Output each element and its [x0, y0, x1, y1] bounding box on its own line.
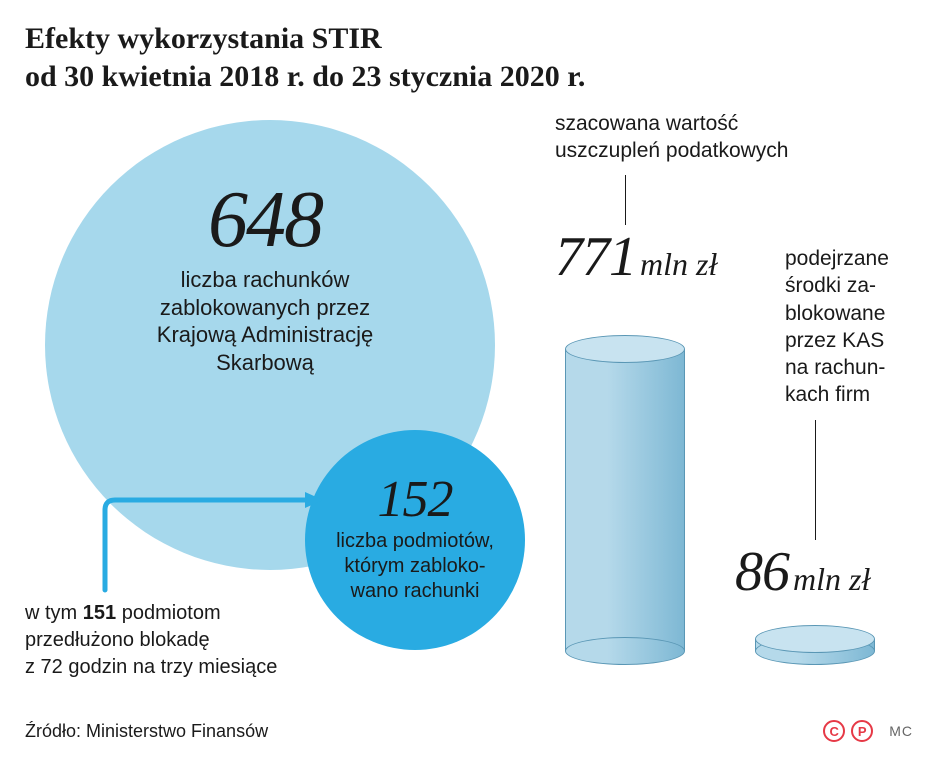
copyright-icon: C [823, 720, 845, 742]
footer-marks: C P MC [823, 720, 913, 742]
cylinder1-value: 771 mln zł [555, 225, 717, 289]
author-initials: MC [889, 723, 913, 739]
cylinder2-label: podejrzaneśrodki za-blokowaneprzez KASna… [785, 245, 889, 409]
arrow-note-bold: 151 [83, 602, 116, 624]
small-circle-content: 152 liczba podmiotów,którym zabloko-wano… [320, 470, 510, 604]
cylinder2-value: 86 mln zł [735, 540, 870, 604]
chart-area: 648 liczba rachunkówzablokowanych przezK… [25, 120, 913, 700]
cylinder2-leader [815, 420, 816, 540]
cylinder1 [565, 335, 685, 665]
cylinder1-leader [625, 175, 626, 225]
small-circle-desc: liczba podmiotów,którym zabloko-wano rac… [320, 529, 510, 604]
infographic-container: Efekty wykorzystania STIRod 30 kwietnia … [0, 0, 938, 760]
arrow-note-before: w tym [25, 602, 83, 624]
cylinder2-value-num: 86 [735, 541, 789, 603]
arrow-note: w tym 151 podmiotomprzedłużono blokadęz … [25, 600, 277, 681]
cylinder2-value-unit: mln zł [793, 561, 870, 597]
cylinder2 [755, 625, 875, 665]
small-circle-value: 152 [320, 470, 510, 529]
phonogram-icon: P [851, 720, 873, 742]
big-circle-content: 648 liczba rachunkówzablokowanych przezK… [115, 175, 415, 376]
cylinder1-value-unit: mln zł [640, 246, 717, 282]
cylinder1-value-num: 771 [555, 226, 636, 288]
cylinder1-label: szacowana wartośćuszczupleń podatkowych [555, 110, 788, 165]
source-text: Źródło: Ministerstwo Finansów [25, 721, 268, 742]
footer: Źródło: Ministerstwo Finansów C P MC [25, 720, 913, 742]
chart-title: Efekty wykorzystania STIRod 30 kwietnia … [25, 20, 913, 95]
big-circle-value: 648 [115, 175, 415, 266]
big-circle-desc: liczba rachunkówzablokowanych przezKrajo… [115, 266, 415, 376]
